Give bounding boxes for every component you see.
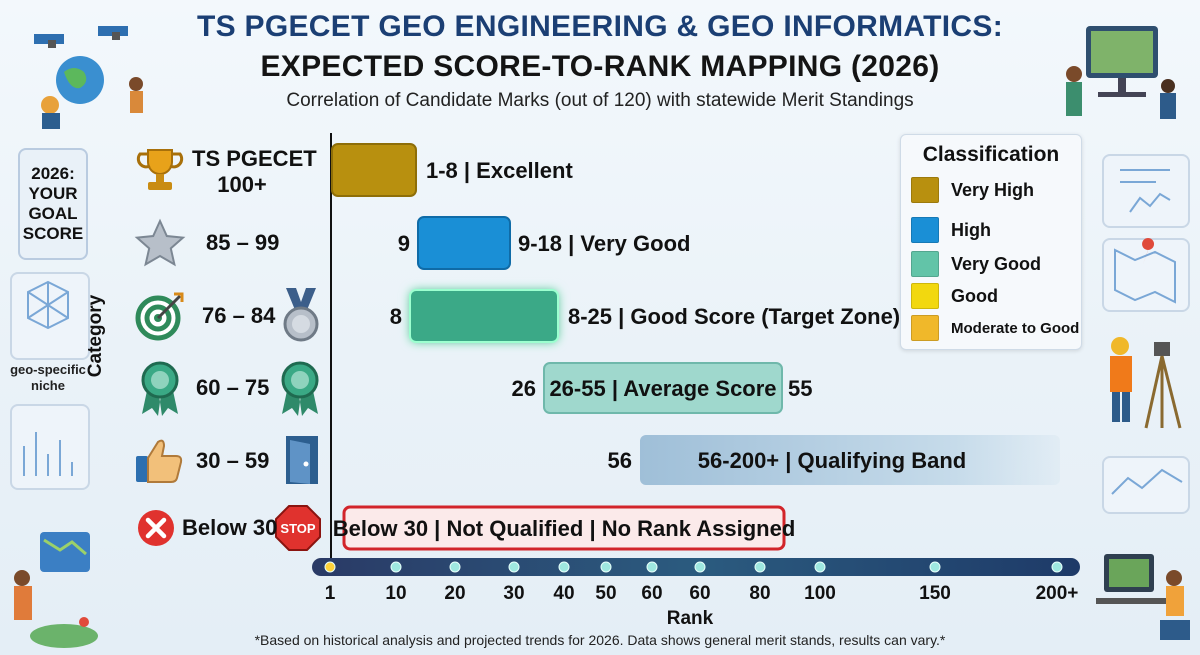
category-label: Below 30 bbox=[182, 515, 278, 540]
bar bbox=[640, 435, 1060, 485]
bar bbox=[543, 362, 783, 414]
trophy-icon bbox=[136, 149, 184, 190]
goal-line: GOAL bbox=[28, 204, 78, 223]
chart-title-line2: EXPECTED SCORE-TO-RANK MAPPING (2026) bbox=[260, 50, 940, 83]
goal-score-card: 2026: YOUR GOAL SCORE bbox=[18, 148, 88, 260]
rank-axis-dot bbox=[390, 561, 402, 573]
rank-axis-dot bbox=[754, 561, 766, 573]
legend-swatch bbox=[911, 283, 939, 309]
network-panel bbox=[10, 272, 90, 360]
x-tick-label: 1 bbox=[325, 583, 336, 604]
goal-line: YOUR bbox=[28, 184, 78, 203]
category-label-line: 100+ bbox=[217, 172, 267, 197]
goal-line: 2026: bbox=[31, 164, 75, 183]
x-tick-label: 10 bbox=[385, 583, 406, 604]
legend-label: Very Good bbox=[951, 253, 1042, 274]
rank-axis-dot bbox=[324, 561, 336, 573]
bar bbox=[417, 216, 511, 270]
goal-line: SCORE bbox=[22, 224, 84, 243]
classification-legend: Classification Very High High Very Good … bbox=[900, 134, 1082, 350]
x-tick-label: 80 bbox=[749, 583, 770, 604]
x-tick-label: 100 bbox=[804, 583, 836, 604]
svg-text:STOP: STOP bbox=[280, 521, 315, 536]
dashboard-panel bbox=[1102, 154, 1190, 228]
rank-axis-dot bbox=[814, 561, 826, 573]
legend-swatch bbox=[911, 315, 939, 341]
category-label: 30 – 59 bbox=[196, 448, 270, 473]
bar-label: 56-200+ | Qualifying Band bbox=[698, 448, 966, 473]
x-tick-label: 40 bbox=[553, 583, 574, 604]
surveyor-illustration bbox=[1110, 337, 1182, 429]
rank-axis-dot bbox=[508, 561, 520, 573]
bar-end-label: 55 bbox=[788, 376, 812, 401]
x-circle-icon bbox=[138, 510, 174, 546]
legend-item: Moderate to Good bbox=[911, 315, 1079, 341]
bar-start-label: 26 bbox=[512, 376, 536, 401]
category-label: 60 – 75 bbox=[196, 375, 270, 400]
bar-start-label: 9 bbox=[398, 231, 410, 256]
rank-axis-dot bbox=[1051, 561, 1063, 573]
legend-swatch bbox=[911, 251, 939, 277]
rank-axis-dot bbox=[449, 561, 461, 573]
legend-item: Very Good bbox=[911, 251, 1041, 277]
rank-axis-dot bbox=[929, 561, 941, 573]
chart-title-line1: TS PGECET GEO ENGINEERING & GEO INFORMAT… bbox=[196, 10, 1004, 43]
legend-title: Classification bbox=[922, 143, 1060, 166]
legend-item: High bbox=[911, 217, 991, 243]
legend-item: Good bbox=[911, 283, 998, 309]
legend-label: Good bbox=[951, 285, 998, 306]
map-reader-illustration bbox=[14, 532, 98, 648]
bar-label: 9-18 | Very Good bbox=[518, 231, 690, 256]
legend-label: Moderate to Good bbox=[951, 319, 1080, 337]
bar bbox=[409, 289, 559, 343]
legend-label: Very High bbox=[951, 179, 1035, 200]
category-label: 85 – 99 bbox=[206, 230, 280, 255]
analyst-workstation-illustration bbox=[1066, 26, 1176, 119]
target-icon bbox=[135, 292, 184, 341]
x-tick-label: 60 bbox=[641, 583, 662, 604]
x-tick-label: 50 bbox=[595, 583, 616, 604]
x-tick-label: 30 bbox=[503, 583, 524, 604]
legend-label: High bbox=[951, 219, 991, 240]
stop-sign-icon: STOP bbox=[275, 505, 321, 551]
rank-axis-dot bbox=[694, 561, 706, 573]
medal-icon bbox=[283, 288, 319, 342]
bar-label: 1-8 | Excellent bbox=[426, 158, 573, 183]
thumbs-up-icon bbox=[136, 439, 183, 483]
legend-swatch bbox=[911, 177, 939, 203]
ribbon-icon bbox=[141, 361, 179, 416]
x-tick-label: 150 bbox=[919, 583, 951, 604]
x-tick-label: 20 bbox=[444, 583, 465, 604]
desk-analyst-illustration bbox=[1096, 554, 1190, 640]
x-tick-label: 60 bbox=[689, 583, 710, 604]
rank-axis-dot bbox=[600, 561, 612, 573]
footnote: *Based on historical analysis and projec… bbox=[254, 632, 946, 648]
bar-label: 26-55 | Average Score bbox=[549, 376, 776, 401]
niche-label: geo-specific niche bbox=[10, 362, 86, 393]
door-icon bbox=[286, 436, 318, 484]
x-tick-label: 200+ bbox=[1036, 583, 1079, 604]
star-icon bbox=[134, 218, 186, 267]
category-label: 76 – 84 bbox=[202, 303, 276, 328]
bar bbox=[331, 143, 417, 197]
rank-axis-dot bbox=[646, 561, 658, 573]
y-axis-line bbox=[330, 133, 332, 573]
bar bbox=[342, 505, 786, 551]
chart-subtitle: Correlation of Candidate Marks (out of 1… bbox=[286, 90, 914, 111]
ribbon-icon bbox=[281, 361, 319, 416]
legend-swatch bbox=[911, 217, 939, 243]
satellite-globe-illustration bbox=[34, 26, 143, 129]
bar-label: 8-25 | Good Score (Target Zone) bbox=[568, 304, 900, 329]
rank-axis-dot bbox=[558, 561, 570, 573]
x-axis-label: Rank bbox=[666, 608, 714, 629]
bar-label: Below 30 | Not Qualified | No Rank Assig… bbox=[333, 516, 796, 541]
bar-start-label: 56 bbox=[608, 448, 632, 473]
bar-start-label: 8 bbox=[390, 304, 402, 329]
legend-item: Very High bbox=[911, 177, 1034, 203]
